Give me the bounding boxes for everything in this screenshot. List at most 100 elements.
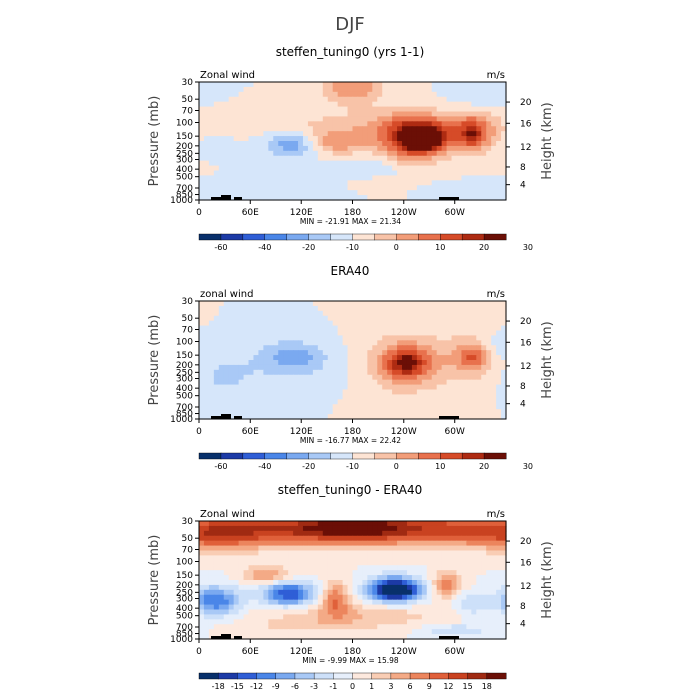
field-cell xyxy=(298,87,304,93)
figure: DJF steffen_tuning0 (yrs 1-1)Zonal wind m… xyxy=(0,0,700,700)
field-cell xyxy=(422,97,428,103)
field-cell xyxy=(338,185,344,191)
field-cell xyxy=(427,605,433,611)
field-cell xyxy=(219,541,225,547)
field-cell xyxy=(263,394,269,400)
field-cell xyxy=(343,536,349,542)
field-cell xyxy=(199,610,205,616)
field-cell xyxy=(249,92,255,98)
field-cell xyxy=(407,335,413,341)
field-cell xyxy=(362,156,368,162)
field-cell xyxy=(209,156,215,162)
field-cell xyxy=(278,541,284,547)
field-cell xyxy=(407,600,413,606)
field-cell xyxy=(318,570,324,576)
field-cell xyxy=(338,102,344,108)
field-cell xyxy=(244,565,250,571)
field-cell xyxy=(486,301,492,307)
field-cell xyxy=(263,112,269,118)
field-cell xyxy=(318,355,324,361)
field-cell xyxy=(481,301,487,307)
field-cell xyxy=(491,82,497,88)
field-cell xyxy=(323,619,329,625)
field-cell xyxy=(288,112,294,118)
field-cell xyxy=(362,546,368,552)
field-cell xyxy=(432,301,438,307)
field-cell xyxy=(392,375,398,381)
field-cell xyxy=(293,156,299,162)
field-cell xyxy=(239,605,245,611)
field-cell xyxy=(402,629,408,635)
field-cell xyxy=(249,575,255,581)
field-cell xyxy=(427,590,433,596)
field-cell xyxy=(481,375,487,381)
field-cell xyxy=(214,390,220,396)
field-cell xyxy=(382,190,388,196)
field-cell xyxy=(427,629,433,635)
field-cell xyxy=(214,116,220,122)
field-cell xyxy=(348,580,354,586)
field-cell xyxy=(412,590,418,596)
field-cell xyxy=(491,610,497,616)
field-cell xyxy=(318,92,324,98)
field-cell xyxy=(452,585,458,591)
field-cell xyxy=(293,161,299,167)
field-cell xyxy=(298,151,304,157)
field-cell xyxy=(298,526,304,532)
field-cell xyxy=(224,107,230,113)
field-cell xyxy=(357,551,363,557)
field-cell xyxy=(427,555,433,561)
colorbar-label: 9 xyxy=(427,682,432,691)
field-cell xyxy=(387,355,393,361)
field-cell xyxy=(486,136,492,142)
field-cell xyxy=(402,536,408,542)
field-cell xyxy=(422,306,428,312)
field-cell xyxy=(263,404,269,410)
field-cell xyxy=(382,565,388,571)
field-cell xyxy=(412,370,418,376)
field-cell xyxy=(491,600,497,606)
field-cell xyxy=(253,301,259,307)
field-cell xyxy=(442,102,448,108)
field-cell xyxy=(466,97,472,103)
field-cell xyxy=(466,87,472,93)
field-cell xyxy=(283,624,289,630)
field-cell xyxy=(333,404,339,410)
field-cell xyxy=(456,624,462,630)
field-cell xyxy=(397,180,403,186)
x-tick-label: 0 xyxy=(196,647,202,657)
field-cell xyxy=(239,326,245,332)
colorbar-swatch xyxy=(199,234,221,240)
field-cell xyxy=(466,161,472,167)
field-cell xyxy=(229,605,235,611)
field-cell xyxy=(204,399,210,405)
field-cell xyxy=(209,82,215,88)
field-cell xyxy=(288,541,294,547)
field-cell xyxy=(471,131,477,137)
field-cell xyxy=(412,97,418,103)
field-cell xyxy=(249,335,255,341)
field-cell xyxy=(234,321,240,327)
field-cell xyxy=(491,121,497,127)
field-cell xyxy=(367,112,373,118)
field-cell xyxy=(224,121,230,127)
field-cell xyxy=(209,97,215,103)
field-cell xyxy=(313,166,319,172)
field-cell xyxy=(313,355,319,361)
field-cell xyxy=(367,610,373,616)
field-cell xyxy=(486,82,492,88)
field-cell xyxy=(258,380,264,386)
field-cell xyxy=(372,301,378,307)
field-cell xyxy=(382,390,388,396)
field-cell xyxy=(283,331,289,337)
field-cell xyxy=(249,536,255,542)
colorbar-label: 6 xyxy=(408,682,413,691)
field-cell xyxy=(229,321,235,327)
x-tick-label: 60W xyxy=(445,208,465,218)
field-cell xyxy=(486,555,492,561)
field-cell xyxy=(392,380,398,386)
field-cell xyxy=(496,321,502,327)
field-cell xyxy=(471,394,477,400)
field-cell xyxy=(397,536,403,542)
field-cell xyxy=(486,355,492,361)
